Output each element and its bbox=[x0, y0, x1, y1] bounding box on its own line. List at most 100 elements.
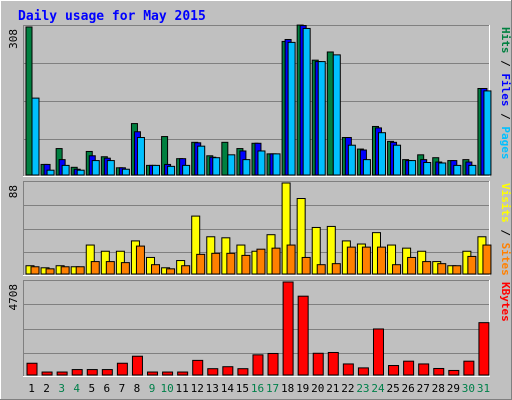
bar-sites-day-6 bbox=[105, 261, 115, 275]
bar-kbytes-day-25 bbox=[388, 365, 400, 376]
bar-sites-day-13 bbox=[211, 252, 221, 275]
bar-visits-day-18 bbox=[281, 182, 291, 275]
x-axis-labels: 1 2 3 4 5 6 7 8 9 10 11 12 13 14 15 16 17 18 19 20 21 22 23 24 2… bbox=[28, 382, 490, 395]
bar-pages-day-27 bbox=[423, 162, 432, 176]
bar-kbytes-day-4 bbox=[71, 369, 83, 376]
bar-sites-day-30 bbox=[467, 255, 477, 275]
x-tick-label-day-13: 13 bbox=[206, 382, 219, 395]
bar-sites-day-5 bbox=[90, 261, 100, 275]
legend-entry: Files bbox=[499, 73, 512, 106]
legend-visits-sites: Visits / Sites bbox=[499, 183, 512, 276]
bar-kbytes-day-24 bbox=[372, 328, 384, 376]
x-tick-label-day-4: 4 bbox=[73, 382, 80, 395]
bar-sites-day-26 bbox=[407, 256, 417, 275]
bar-kbytes-day-5 bbox=[86, 369, 98, 376]
x-tick-label-day-7: 7 bbox=[119, 382, 126, 395]
bar-kbytes-day-30 bbox=[463, 360, 475, 376]
bar-kbytes-day-9 bbox=[147, 371, 159, 376]
bar-sites-day-7 bbox=[120, 262, 130, 275]
panel-kbytes: 4708 bbox=[7, 280, 490, 377]
x-tick-label-day-29: 29 bbox=[447, 382, 460, 395]
bar-pages-day-10 bbox=[167, 165, 176, 176]
bar-pages-day-6 bbox=[106, 160, 115, 176]
bar-visits-day-20 bbox=[311, 226, 321, 275]
bar-pages-day-28 bbox=[438, 162, 447, 176]
bar-sites-day-10 bbox=[166, 268, 176, 275]
y-max-label: 88 bbox=[7, 185, 20, 198]
bar-sites-day-1 bbox=[30, 266, 40, 275]
bar-sites-day-31 bbox=[482, 244, 492, 275]
legend-hits-files-pages: Hits / Files / Pages bbox=[499, 27, 512, 160]
x-tick-label-day-14: 14 bbox=[221, 382, 235, 395]
bar-kbytes-day-10 bbox=[162, 371, 174, 376]
bar-pages-day-24 bbox=[377, 132, 386, 176]
x-tick-label-day-1: 1 bbox=[28, 382, 35, 395]
bar-kbytes-day-13 bbox=[207, 368, 219, 376]
bar-pages-day-2 bbox=[46, 169, 55, 176]
x-tick-label-day-25: 25 bbox=[386, 382, 399, 395]
bar-sites-day-3 bbox=[60, 266, 70, 275]
bar-kbytes-day-7 bbox=[116, 362, 128, 376]
panel-hits-files-pages: 308 bbox=[7, 24, 492, 177]
bar-kbytes-day-21 bbox=[327, 351, 339, 376]
x-tick-label-day-26: 26 bbox=[402, 382, 415, 395]
bar-kbytes-day-2 bbox=[41, 371, 53, 376]
bar-sites-day-23 bbox=[361, 246, 371, 275]
bar-pages-day-18 bbox=[287, 41, 296, 176]
chart-panels: 308 88 4708 Hits / Files / Pages Visits / Si… bbox=[7, 24, 512, 377]
x-tick-label-day-5: 5 bbox=[88, 382, 95, 395]
y-max-label: 4708 bbox=[7, 284, 20, 311]
bar-pages-day-23 bbox=[362, 159, 371, 176]
x-tick-label-day-18: 18 bbox=[281, 382, 294, 395]
x-tick-label-day-31: 31 bbox=[477, 382, 490, 395]
bar-sites-day-27 bbox=[422, 261, 432, 275]
x-tick-label-day-16: 16 bbox=[251, 382, 264, 395]
bar-pages-day-8 bbox=[136, 137, 145, 176]
bar-pages-day-26 bbox=[408, 160, 417, 176]
bar-sites-day-25 bbox=[392, 264, 402, 275]
bar-pages-day-29 bbox=[453, 164, 462, 176]
bar-hits-day-1 bbox=[25, 26, 33, 176]
bar-pages-day-3 bbox=[61, 164, 70, 176]
x-tick-label-day-21: 21 bbox=[326, 382, 339, 395]
x-tick-label-day-10: 10 bbox=[160, 382, 173, 395]
bar-hits-day-14 bbox=[221, 141, 229, 176]
bar-pages-day-21 bbox=[332, 54, 341, 176]
bar-kbytes-day-20 bbox=[312, 352, 324, 376]
x-tick-label-day-8: 8 bbox=[134, 382, 141, 395]
bar-pages-day-14 bbox=[227, 154, 236, 176]
bar-kbytes-day-29 bbox=[448, 369, 460, 376]
bar-pages-day-12 bbox=[197, 145, 206, 176]
x-tick-label-day-22: 22 bbox=[341, 382, 354, 395]
panel-visits-sites: 88 bbox=[7, 181, 492, 276]
bar-pages-day-7 bbox=[121, 168, 130, 176]
bar-kbytes-day-26 bbox=[403, 360, 415, 376]
bar-kbytes-day-19 bbox=[297, 295, 309, 376]
x-tick-label-day-17: 17 bbox=[266, 382, 279, 395]
bar-sites-day-29 bbox=[452, 265, 462, 275]
bar-pages-day-19 bbox=[302, 27, 311, 176]
bar-sites-day-14 bbox=[226, 252, 236, 275]
bar-sites-day-24 bbox=[376, 246, 386, 275]
bar-sites-day-17 bbox=[271, 247, 281, 275]
x-tick-label-day-23: 23 bbox=[356, 382, 369, 395]
x-tick-label-day-2: 2 bbox=[43, 382, 50, 395]
x-tick-label-day-27: 27 bbox=[417, 382, 430, 395]
legend-entry: KBytes bbox=[499, 282, 512, 322]
bar-kbytes-day-28 bbox=[433, 367, 445, 376]
bar-sites-day-19 bbox=[301, 256, 311, 275]
legend-entry: / bbox=[499, 54, 512, 74]
bar-visits-day-21 bbox=[326, 225, 336, 275]
bar-pages-day-25 bbox=[393, 144, 402, 176]
x-tick-label-day-30: 30 bbox=[462, 382, 475, 395]
legend-entry: Hits bbox=[499, 27, 512, 54]
bar-pages-day-5 bbox=[91, 160, 100, 176]
bar-kbytes-day-11 bbox=[177, 371, 189, 376]
bar-sites-day-2 bbox=[45, 268, 55, 275]
legend-entry: / bbox=[499, 107, 512, 127]
legend-visits-sites-text: Visits / Sites bbox=[499, 183, 512, 276]
x-tick-label-day-15: 15 bbox=[236, 382, 249, 395]
x-tick-label-day-11: 11 bbox=[176, 382, 189, 395]
